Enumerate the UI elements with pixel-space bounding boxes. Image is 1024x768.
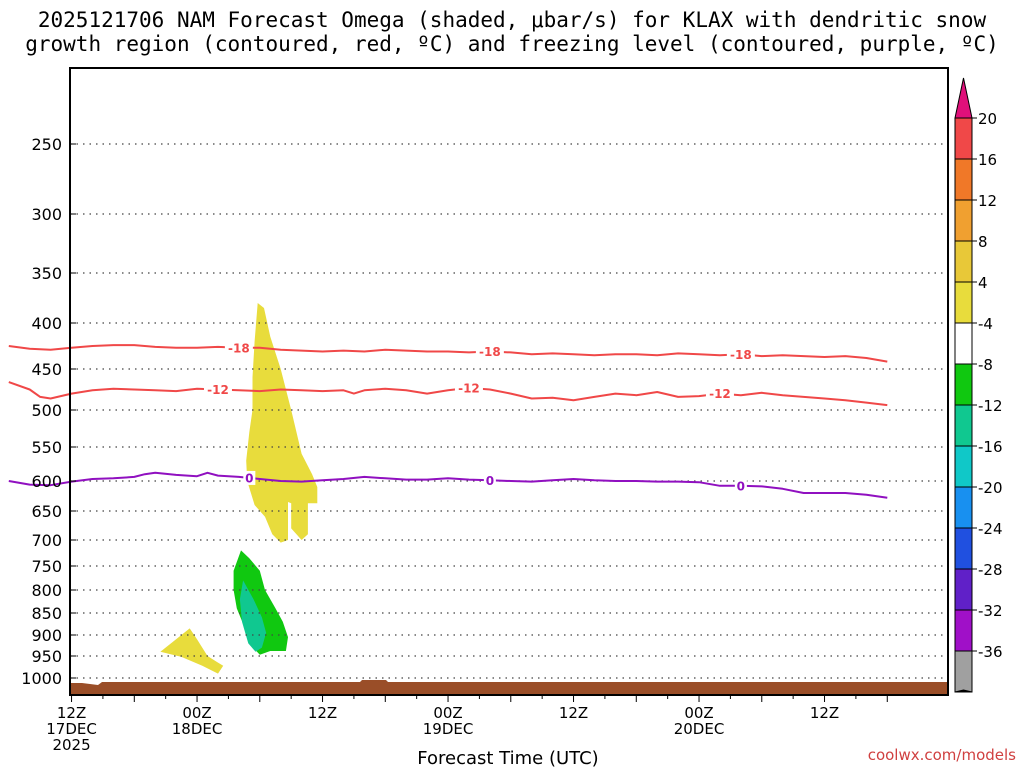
y-tick-label-950: 950 (31, 647, 62, 666)
colorbar-swatch-7 (954, 404, 973, 447)
x-tick-label-6-2: 2025 (52, 736, 90, 754)
x-axis-title: Forecast Time (UTC) (417, 748, 598, 768)
contour-label-bg--18C-1 (475, 344, 504, 359)
contour-label--18C-0: -18 (228, 341, 250, 355)
x-tick-label-18-1: 18DEC (172, 720, 223, 738)
terrain-layer (70, 680, 948, 695)
colorbar-label-6: -8 (978, 356, 993, 374)
y-tick-label-300: 300 (31, 205, 62, 224)
contour--18C (8, 344, 888, 363)
x-tick-label-6-1: 17DEC (46, 720, 97, 738)
y-tick-label-1000: 1000 (21, 669, 62, 688)
y-tick-label-250: 250 (31, 135, 62, 154)
colorbar-label-5: -4 (978, 315, 993, 333)
contour-label--12C-0: -12 (207, 383, 229, 397)
contour-label-bg--18C-2 (726, 347, 755, 362)
colorbar-swatch-11 (954, 568, 973, 611)
colorbar-swatch-9 (954, 486, 973, 529)
colorbar-top-arrow (954, 77, 973, 119)
colorbar-bottom-arrow (954, 689, 973, 693)
colorbar-swatch-2 (954, 199, 973, 242)
y-tick-label-400: 400 (31, 314, 62, 333)
contour--12C (8, 381, 888, 407)
y-tick-label-750: 750 (31, 557, 62, 576)
y-axis: 250 300 350 400 450 500 550 600 650 700 750 800 850 9… (21, 135, 76, 688)
y-tick-label-350: 350 (31, 264, 62, 283)
contour-label-0C-1: 0 (486, 474, 494, 488)
colorbar-label-4: 4 (978, 274, 988, 292)
colorbar-label-10: -24 (978, 520, 1003, 538)
contour-layer: -18 -18 -18 -12 -12 -12 0 0 0 (8, 340, 888, 499)
colorbar-swatch-3 (954, 240, 973, 283)
credit-link[interactable]: coolwx.com/models (868, 746, 1016, 764)
shaded-omega-pos-4-8-upper (246, 303, 318, 543)
y-tick-label-550: 550 (31, 438, 62, 457)
colorbar-label-3: 8 (978, 233, 988, 251)
colorbar-swatch-0 (954, 117, 973, 160)
contour-label-bg-0C-0 (243, 470, 256, 485)
colorbar-swatch-5 (954, 322, 973, 365)
colorbar-label-12: -32 (978, 602, 1003, 620)
plot-frame (69, 67, 949, 696)
y-tick-label-800: 800 (31, 581, 62, 600)
x-tick-label-78-0: 12Z (810, 704, 839, 722)
x-tick-label-42-1: 19DEC (423, 720, 474, 738)
contour-label--18C-1: -18 (479, 345, 501, 359)
y-tick-label-600: 600 (31, 472, 62, 491)
chart-title-line-2: growth region (contoured, red, ºC) and f… (25, 32, 999, 56)
y-tick-label-500: 500 (31, 401, 62, 420)
colorbar-swatch-1 (954, 158, 973, 201)
contour-label-bg--12C-1 (454, 380, 483, 395)
x-tick-label-66-0: 00Z (684, 704, 713, 722)
y-tick-label-850: 850 (31, 604, 62, 623)
y-tick-label-700: 700 (31, 531, 62, 550)
colorbar-swatch-8 (954, 445, 973, 488)
colorbar-swatch-4 (954, 281, 973, 324)
x-tick-label-54-0: 12Z (559, 704, 588, 722)
terrain-ground (70, 680, 948, 695)
y-tick-label-650: 650 (31, 502, 62, 521)
colorbar-swatch-10 (954, 527, 973, 570)
y-tick-label-900: 900 (31, 626, 62, 645)
contour-label-bg-0C-2 (734, 478, 747, 493)
pressure-gridlines (70, 143, 948, 679)
colorbar-label-2: 12 (978, 192, 997, 210)
x-tick-label-18-0: 00Z (182, 704, 211, 722)
colorbar: 20 16 12 8 4 -4 -8 -12 -16 -20 -24 -28 -32 -36 (954, 77, 1003, 693)
contour-label-0C-0: 0 (245, 471, 253, 485)
colorbar-label-8: -16 (978, 438, 1003, 456)
contour-0C (8, 471, 888, 499)
colorbar-label-1: 16 (978, 151, 997, 169)
colorbar-label-13: -36 (978, 643, 1003, 661)
shaded-omega-neg-8-12 (239, 580, 267, 652)
contour-label-bg--12C-2 (705, 386, 734, 401)
colorbar-label-0: 20 (978, 110, 997, 128)
colorbar-label-7: -12 (978, 397, 1003, 415)
contour-label-bg--18C-0 (224, 340, 253, 355)
contour-label-bg-0C-1 (483, 473, 496, 488)
colorbar-label-9: -20 (978, 479, 1003, 497)
contour-label--12C-1: -12 (458, 381, 480, 395)
omega-shading-layer (160, 303, 318, 674)
colorbar-swatch-6 (954, 363, 973, 406)
shaded-omega-pos-4-8-lower (160, 628, 224, 674)
contour-label--18C-2: -18 (730, 348, 752, 362)
x-tick-label-6-0: 12Z (57, 704, 86, 722)
x-tick-label-30-0: 12Z (308, 704, 337, 722)
contour-label-bg--12C-0 (203, 382, 232, 397)
x-tick-label-66-1: 20DEC (674, 720, 725, 738)
contour-label-0C-2: 0 (737, 479, 745, 493)
colorbar-label-11: -28 (978, 561, 1003, 579)
contour-label--12C-2: -12 (709, 387, 731, 401)
chart-title-line-1: 2025121706 NAM Forecast Omega (shaded, μ… (37, 8, 987, 32)
x-tick-label-42-0: 00Z (433, 704, 462, 722)
y-tick-label-450: 450 (31, 360, 62, 379)
colorbar-swatch-12 (954, 609, 973, 652)
colorbar-swatch-13 (954, 650, 973, 693)
